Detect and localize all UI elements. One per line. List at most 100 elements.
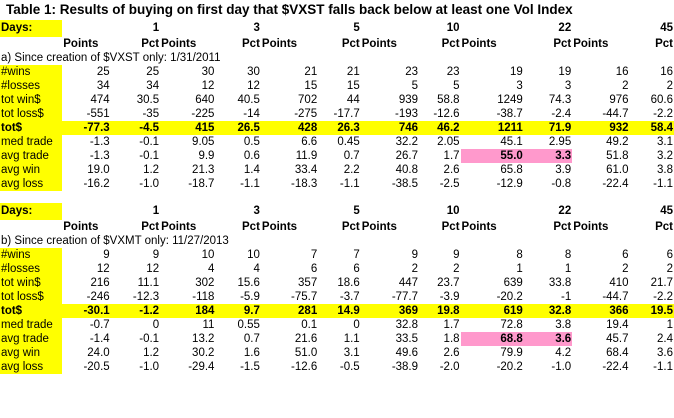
table-cell: -1.3 — [89, 136, 110, 148]
table-cell: 19.4 — [606, 319, 629, 331]
table-cell: 32.8 — [395, 319, 419, 331]
table-cell: 65.8 — [500, 164, 523, 176]
table-cell: -2.0 — [439, 361, 460, 373]
table-cell: -1.4 — [89, 333, 110, 345]
table-cell: 12 — [96, 263, 110, 275]
table-cell: 2 — [622, 80, 629, 92]
table-cell: 45.7 — [606, 333, 629, 345]
table-row: avg win 19.0 1.2 21.3 1.4 33.4 2.2 40.8 2.6 65.8 3… — [0, 163, 674, 177]
points-pct-header-row: Points Pct Points Pct Points Pct Points Pct Poin… — [0, 37, 674, 51]
table-cell: -1 — [560, 291, 572, 303]
days-value-45: 45 — [660, 22, 673, 34]
table-row: tot loss$ -246 -12.3 -118 -5.9 -75.7 -3.7 -77.7… — [0, 290, 674, 304]
table-cell: -0.5 — [339, 361, 360, 373]
table-cell: 6.6 — [301, 136, 318, 148]
table-cell: 19 — [510, 66, 523, 78]
pct-header: Pct — [655, 38, 673, 50]
table-cell: 15 — [304, 80, 318, 92]
table-cell: 11.9 — [295, 150, 318, 162]
table-cell: -1.0 — [551, 361, 572, 373]
table-cell: -14 — [243, 108, 260, 120]
table-cell: 6 — [310, 263, 318, 275]
table-cell: 12 — [247, 80, 260, 92]
points-header: Points — [161, 38, 197, 50]
table-cell: 1.1 — [343, 333, 360, 345]
table-cell: 1 — [564, 263, 572, 275]
table-cell: 24.0 — [87, 347, 110, 359]
table-cell: 19.0 — [87, 164, 110, 176]
table-title: Table 1: Results of buying on first day … — [6, 2, 573, 17]
results-table: Table 1: Results of buying on first day … — [0, 2, 674, 374]
table-cell: 45.1 — [500, 136, 523, 148]
table-cell: -5.9 — [240, 291, 260, 303]
table-cell: 640 — [195, 94, 215, 106]
table-cell: -225 — [191, 108, 215, 120]
table-cell: 26.5 — [237, 122, 260, 134]
table-cell: 0.7 — [343, 150, 360, 162]
table-row: avg loss -20.5 -1.0 -29.4 -1.5 -12.6 -0.5 -38.9… — [0, 360, 674, 374]
table-cell: 33.8 — [548, 277, 572, 289]
table-cell: 1.2 — [143, 347, 160, 359]
header-spacer — [0, 37, 62, 51]
days-value-22: 22 — [558, 205, 572, 217]
table-cell: -17.7 — [333, 108, 360, 120]
table-row: #losses 34 34 12 12 15 15 5 5 3 3 2 2 — [0, 79, 674, 93]
section-note-row: a) Since creation of $VXST only: 1/31/20… — [0, 51, 674, 65]
table-cell: -16.2 — [83, 178, 110, 190]
table-cell: 2 — [453, 263, 460, 275]
table-cell: 3.3 — [523, 149, 573, 163]
table-cell: 0.6 — [243, 150, 260, 162]
table-cell: 12 — [201, 80, 215, 92]
table-cell: 23.7 — [437, 277, 460, 289]
table-cell: 9.05 — [192, 136, 215, 148]
table-cell: 0 — [353, 319, 360, 331]
pct-header: Pct — [242, 221, 260, 233]
table-cell: -246 — [86, 291, 110, 303]
table-row: avg trade -1.3 -0.1 9.9 0.6 11.9 0.7 26.7 1.7 55.… — [0, 149, 674, 163]
table-cell: 11.1 — [137, 277, 160, 289]
row-label-tot-win: tot win$ — [0, 276, 63, 290]
table-cell: 3 — [564, 80, 572, 92]
points-header: Points — [573, 38, 609, 50]
table-cell: 9 — [103, 249, 110, 261]
table-cell: 55.0 — [460, 149, 524, 163]
table-cell: 44 — [346, 94, 360, 106]
table-cell: 0.1 — [301, 319, 318, 331]
table-cell: 6 — [622, 249, 629, 261]
table-cell: 3.6 — [523, 332, 573, 346]
points-header: Points — [161, 221, 197, 233]
table-row: tot$ -77.3 -4.5 415 26.5 428 26.3 746 46.2 1211 71… — [0, 121, 674, 135]
table-cell: -0.1 — [139, 333, 160, 345]
table-cell: 51.8 — [606, 150, 629, 162]
points-header: Points — [63, 38, 99, 50]
days-spacer — [62, 20, 110, 37]
table-cell: 0 — [152, 319, 160, 331]
table-cell: 23 — [446, 66, 460, 78]
table-cell: 25 — [96, 66, 110, 78]
table-cell: -2.2 — [653, 291, 673, 303]
table-cell: 26.3 — [337, 122, 360, 134]
table-cell: 3.1 — [343, 347, 360, 359]
table-cell: 19.5 — [650, 305, 673, 317]
table-cell: -22.4 — [602, 361, 629, 373]
pct-header: Pct — [341, 221, 360, 233]
table-cell: 2 — [622, 263, 629, 275]
table-cell: -20.5 — [83, 361, 110, 373]
table-cell: -12.9 — [496, 178, 523, 190]
table-cell: 16 — [615, 66, 629, 78]
table-cell: -44.7 — [602, 291, 629, 303]
table-row: avg loss -16.2 -1.0 -18.7 -1.1 -18.3 -1.1 -38.5… — [0, 177, 674, 191]
table-cell: -275 — [294, 108, 318, 120]
section-note-row: b) Since creation of $VXMT only: 11/27/2… — [0, 234, 674, 248]
table-cell: 2.2 — [343, 164, 360, 176]
table-cell: 3.9 — [555, 164, 572, 176]
row-label-avg-loss: avg loss — [0, 177, 63, 191]
table-cell: -20.2 — [496, 291, 523, 303]
points-header: Points — [261, 38, 298, 50]
table-cell: 32.2 — [395, 136, 419, 148]
table-cell: -0.7 — [89, 319, 110, 331]
table-cell: 0.5 — [243, 136, 260, 148]
days-value-3: 3 — [253, 22, 260, 34]
table-cell: 9 — [453, 249, 460, 261]
table-cell: 1.6 — [243, 347, 260, 359]
